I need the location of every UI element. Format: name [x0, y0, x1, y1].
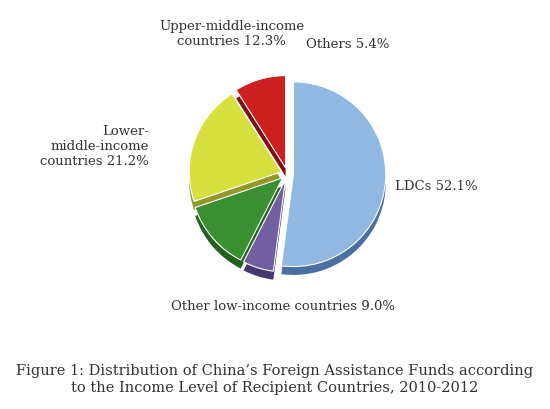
Wedge shape — [281, 82, 386, 267]
Wedge shape — [236, 76, 285, 168]
Wedge shape — [189, 94, 282, 201]
Wedge shape — [244, 188, 285, 280]
Wedge shape — [281, 90, 386, 275]
Wedge shape — [195, 187, 283, 269]
Wedge shape — [236, 84, 285, 176]
Wedge shape — [189, 102, 282, 210]
Text: Lower-
middle-income
countries 21.2%: Lower- middle-income countries 21.2% — [40, 125, 149, 168]
Wedge shape — [244, 180, 285, 271]
Text: LDCs 52.1%: LDCs 52.1% — [395, 180, 477, 193]
Wedge shape — [195, 178, 283, 260]
Text: Upper-middle-income
countries 12.3%: Upper-middle-income countries 12.3% — [160, 20, 305, 48]
Text: Other low-income countries 9.0%: Other low-income countries 9.0% — [170, 300, 395, 313]
Text: Figure 1: Distribution of China’s Foreign Assistance Funds according
to the Inco: Figure 1: Distribution of China’s Foreig… — [16, 364, 534, 395]
Text: Others 5.4%: Others 5.4% — [306, 38, 389, 51]
